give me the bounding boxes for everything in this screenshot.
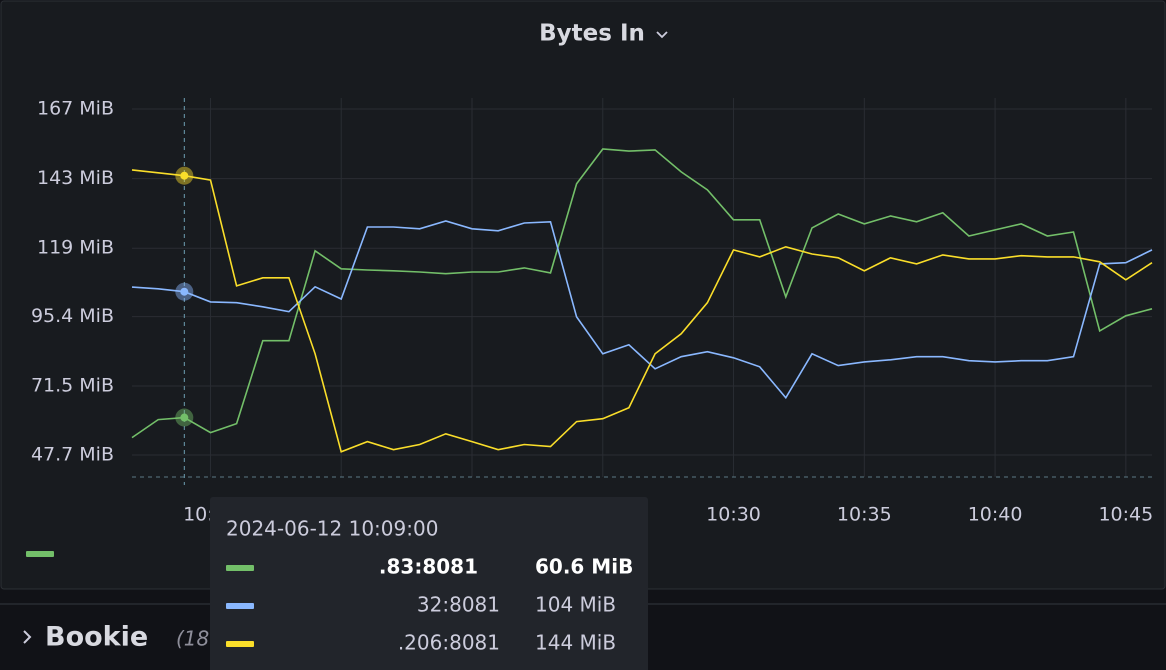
legend-swatch — [26, 551, 54, 557]
y-tick-label: 47.7 MiB — [31, 443, 114, 465]
tooltip-series-name: .206:8081 — [398, 631, 500, 655]
hover-point — [180, 413, 189, 422]
y-tick-label: 71.5 MiB — [31, 374, 114, 396]
tooltip-value: 104 MiB — [535, 593, 616, 617]
hover-point — [180, 171, 189, 180]
tooltip-box — [210, 497, 648, 670]
x-tick-label: 10:35 — [837, 504, 892, 526]
tooltip-title: 2024-06-12 10:09:00 — [226, 517, 438, 541]
x-tick-label: 10:30 — [706, 504, 761, 526]
tooltip-swatch — [226, 603, 254, 609]
panel-title[interactable]: Bytes In — [539, 21, 645, 47]
tooltip-series-name: .83:8081 — [379, 555, 478, 579]
y-tick-label: 167 MiB — [37, 98, 114, 120]
x-tick-label: 10:40 — [968, 504, 1023, 526]
tooltip-value: 144 MiB — [535, 631, 616, 655]
y-tick-label: 119 MiB — [37, 237, 114, 259]
row-note: (18 — [176, 627, 209, 651]
row-chevron[interactable] — [23, 630, 32, 644]
x-tick-label: 10:45 — [1098, 504, 1153, 526]
series-line — [131, 169, 1153, 453]
tooltip-value: 60.6 MiB — [535, 555, 633, 579]
y-tick-label: 95.4 MiB — [31, 305, 114, 327]
tooltip-swatch — [226, 641, 254, 647]
tooltip: 2024-06-12 10:09:00 .83:8081 60.6 MiB 32:80… — [210, 497, 648, 670]
plot: 47.7 MiB 71.5 MiB 95.4 MiB 119 MiB 143 MiB 16… — [26, 98, 1153, 557]
y-tick-label: 143 MiB — [37, 167, 114, 189]
hover-point — [180, 287, 189, 296]
row-title[interactable]: Bookie — [45, 622, 148, 653]
tooltip-series-name: 32:8081 — [417, 593, 500, 617]
series-line — [131, 148, 1153, 439]
series-line — [131, 220, 1153, 400]
title-menu-icon[interactable] — [656, 31, 668, 39]
tooltip-swatch — [226, 565, 254, 571]
